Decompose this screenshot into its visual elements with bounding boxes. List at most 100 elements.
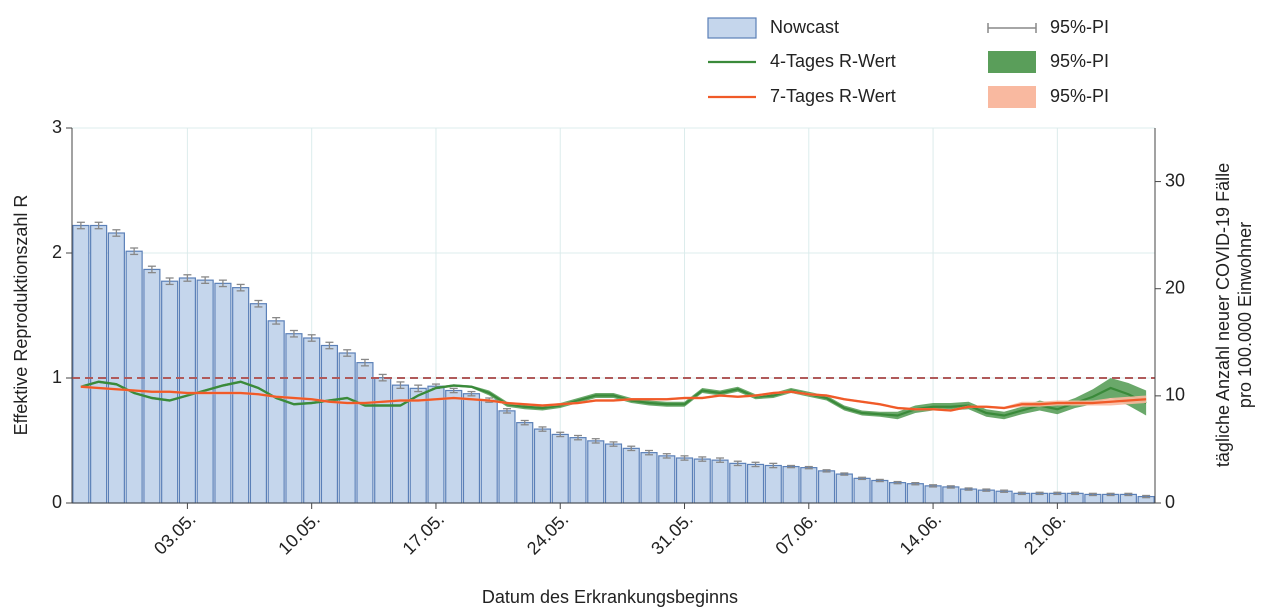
error-bar (1000, 489, 1009, 493)
error-bar (449, 387, 458, 394)
bar (320, 344, 339, 504)
error-bar (733, 460, 742, 467)
legend-label: 7-Tages R-Wert (770, 86, 896, 106)
y2-tick-label: 20 (1165, 277, 1185, 297)
y2-axis-label: pro 100.000 Einwohner (1235, 222, 1255, 408)
error-bar (1106, 492, 1115, 497)
bar (622, 447, 640, 504)
error-bar (787, 464, 796, 469)
x-tick-label: 17.05. (399, 509, 449, 559)
error-bar (343, 349, 352, 357)
bar (924, 485, 942, 504)
error-bar (325, 341, 334, 350)
error-bar (858, 476, 867, 481)
error-bar (645, 449, 654, 456)
line (80, 385, 1147, 412)
error-bar (236, 283, 245, 292)
bar (516, 422, 534, 504)
bar (462, 393, 481, 504)
error-bar (130, 247, 139, 256)
error-bar (254, 299, 263, 308)
error-bar (698, 456, 707, 462)
bar (604, 443, 623, 504)
bar (533, 428, 552, 504)
bar (356, 362, 374, 504)
error-bar (911, 481, 920, 486)
bar (90, 224, 108, 504)
x-tick-label: 24.05. (523, 509, 573, 559)
error-bar (502, 408, 511, 414)
error-bar (893, 480, 902, 485)
error-bar (307, 334, 316, 342)
error-bar (1088, 492, 1097, 497)
error-bar (1035, 491, 1044, 496)
y2-tick-label: 0 (1165, 492, 1175, 512)
error-bar (378, 373, 387, 382)
x-tick-label: 07.06. (771, 509, 821, 559)
error-bar (94, 221, 103, 230)
bar (285, 333, 303, 504)
bar (729, 462, 747, 504)
x-tick-label: 14.06. (896, 509, 946, 559)
bar (764, 464, 782, 504)
bar (959, 488, 978, 504)
error-bar (840, 472, 849, 476)
error-bar (946, 485, 955, 489)
bar (427, 385, 445, 504)
bar (853, 477, 871, 504)
error-bar (1053, 491, 1062, 496)
error-bar (769, 462, 778, 469)
x-tick-label: 21.06. (1020, 509, 1070, 559)
error-bar (964, 487, 973, 491)
error-bar (76, 221, 85, 230)
bar (232, 287, 250, 504)
bar (871, 479, 889, 504)
bar (498, 410, 516, 504)
y-tick-label: 1 (52, 367, 62, 387)
error-bar (662, 453, 671, 459)
x-axis-label: Datum des Erkrankungsbeginns (482, 587, 738, 607)
bar (267, 320, 285, 504)
x-tick-label: 10.05. (274, 509, 324, 559)
error-bar (875, 478, 884, 483)
error-bar (183, 274, 192, 282)
bar (409, 387, 427, 504)
legend-label: 4-Tages R-Wert (770, 51, 896, 71)
error-bar (556, 431, 565, 438)
bar (658, 455, 676, 504)
error-bar (680, 455, 689, 461)
legend-swatch (988, 86, 1036, 108)
y-tick-label: 2 (52, 242, 62, 262)
error-bar (520, 419, 529, 426)
legend-swatch (707, 17, 757, 39)
legend-label: Nowcast (770, 17, 839, 37)
error-bar (573, 434, 582, 441)
bar (675, 457, 694, 504)
legend-label: 95%-PI (1050, 17, 1109, 37)
y2-axis-label: tägliche Anzahl neuer COVID-19 Fälle (1213, 163, 1233, 467)
bar (551, 433, 569, 504)
bar (480, 399, 498, 504)
legend-label: 95%-PI (1050, 51, 1109, 71)
error-bar (1017, 491, 1026, 496)
bar (107, 232, 125, 504)
error-bar (716, 457, 725, 463)
bar (587, 440, 605, 504)
error-bar (165, 277, 174, 286)
bar (693, 458, 711, 504)
bar (906, 483, 924, 504)
error-bar (982, 488, 991, 492)
error-bar (289, 329, 298, 338)
bar (143, 268, 161, 504)
error-bar (1124, 492, 1133, 497)
error-bar (396, 381, 405, 390)
bar (942, 486, 960, 504)
y-tick-label: 3 (52, 117, 62, 137)
error-bar (1071, 491, 1080, 496)
bar (72, 224, 90, 504)
y2-tick-label: 30 (1165, 170, 1185, 190)
error-bar (538, 426, 547, 432)
bar (782, 465, 800, 504)
error-bar (591, 438, 600, 444)
